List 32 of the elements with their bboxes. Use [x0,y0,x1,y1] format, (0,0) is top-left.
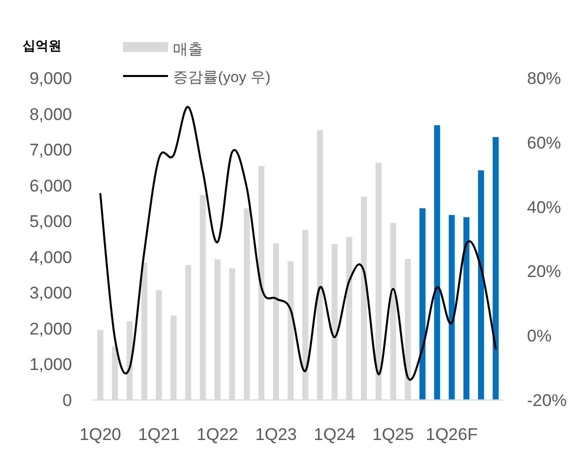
legend-label: 매출 [173,41,203,58]
y-tick-label: 6,000 [29,176,72,196]
bar [478,170,484,400]
bar [463,217,470,400]
y2-tick-label: -20% [527,391,567,410]
y-tick-label: 8,000 [29,104,72,124]
y2-tick-label: 20% [527,262,562,282]
y2-tick-label: 0% [527,326,552,346]
y-tick-label: 7,000 [29,140,72,160]
y-tick-label: 3,000 [29,284,72,303]
bar [448,215,455,400]
x-tick-label: 1Q20 [80,425,122,444]
y2-tick-label: 60% [527,133,562,152]
bar [434,125,440,400]
y2-tick-label: 80% [527,69,562,88]
y-axis-title: 십억원 [22,38,62,53]
x-tick-label: 1Q24 [314,425,356,444]
y-tick-label: 4,000 [29,248,72,267]
bar [492,137,499,400]
x-tick-label: 1Q26F [426,425,478,444]
y-tick-label: 2,000 [29,319,72,338]
y-tick-label: 1,000 [29,355,72,374]
y-tick-label: 5,000 [29,212,72,232]
y-tick-label: 9,000 [29,69,72,88]
x-tick-label: 1Q22 [196,425,238,444]
x-tick-label: 1Q23 [255,425,297,444]
x-tick-label: 1Q21 [138,425,180,444]
legend-label: 증감률(yoy 우) [173,69,271,86]
bar [419,208,426,400]
y-tick-label: 0 [62,391,72,410]
x-tick-label: 1Q25 [372,425,414,444]
y2-tick-label: 40% [527,198,562,217]
